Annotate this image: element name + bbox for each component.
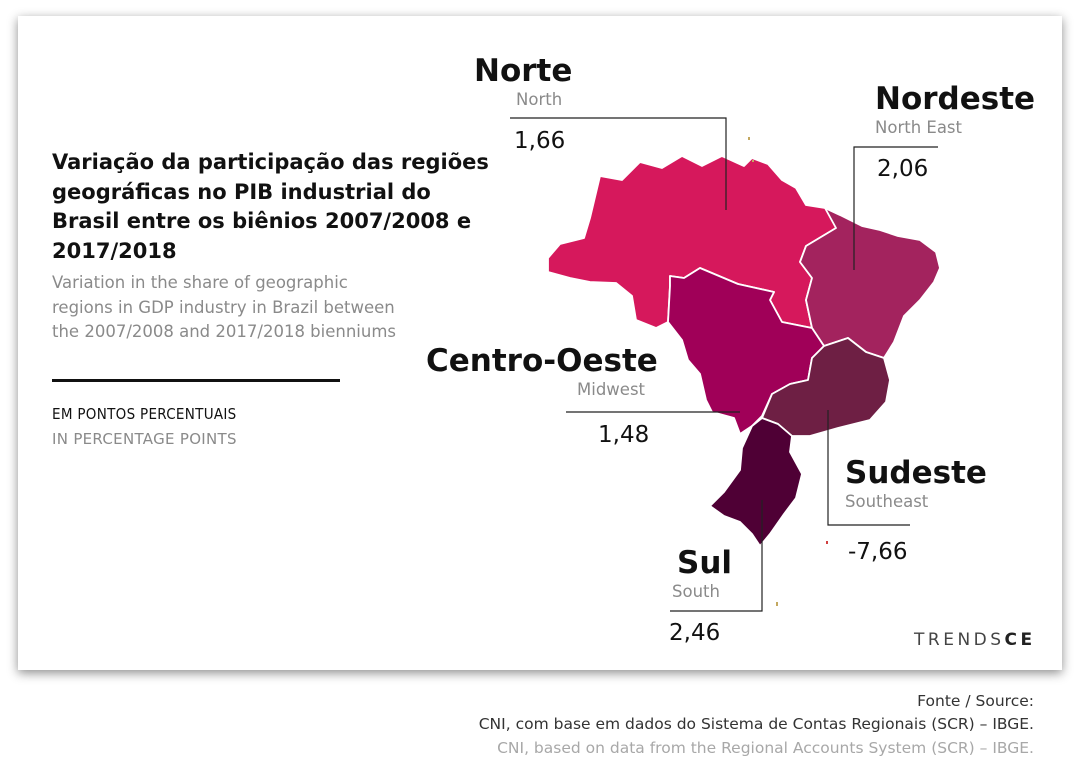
region-name-sul: Sul — [677, 545, 733, 581]
leader-line-nordeste — [853, 146, 938, 270]
region-name-nordeste: Nordeste — [875, 81, 1036, 117]
island-mark — [826, 541, 828, 544]
region-sul-shape — [709, 417, 803, 547]
brand-logo-prefix: TRENDS — [914, 630, 1005, 650]
region-nordeste-shape — [799, 207, 941, 359]
unit-label-pt: EM PONTOS PERCENTUAIS — [52, 405, 237, 423]
region-name-norte: Norte — [474, 53, 573, 89]
region-subtitle-sudeste: Southeast — [845, 492, 929, 511]
region-subtitle-sul: South — [672, 582, 720, 601]
region-value-sul: 2,46 — [669, 620, 721, 646]
region-value-centro-oeste: 1,48 — [598, 422, 650, 448]
brand-logo-suffix: CE — [1004, 630, 1036, 650]
region-subtitle-nordeste: North East — [875, 118, 962, 137]
region-subtitle-norte: North — [516, 90, 563, 109]
island-mark — [776, 602, 778, 606]
chart-title: Variação da participação das regiões geo… — [52, 150, 489, 263]
region-sudeste-shape — [761, 337, 891, 437]
region-name-sudeste: Sudeste — [845, 455, 987, 491]
unit-label-en: IN PERCENTAGE POINTS — [52, 430, 237, 448]
chart-subtitle: Variation in the share of geographic reg… — [52, 273, 397, 341]
leader-line-sudeste — [827, 410, 910, 526]
source-label: Fonte / Source: — [917, 692, 1034, 710]
divider — [52, 379, 340, 382]
source-text-pt: CNI, com base em dados do Sistema de Con… — [478, 715, 1034, 733]
leader-line-sul — [670, 500, 763, 612]
leader-line-norte — [510, 117, 727, 210]
region-subtitle-centro-oeste: Midwest — [577, 380, 646, 399]
brand-logo: TRENDSCE — [914, 630, 1036, 650]
source-text-en: CNI, based on data from the Regional Acc… — [497, 739, 1034, 757]
island-mark — [752, 160, 754, 162]
region-value-nordeste: 2,06 — [877, 156, 929, 182]
region-value-sudeste: -7,66 — [848, 539, 908, 565]
region-name-centro-oeste: Centro-Oeste — [426, 343, 658, 379]
island-mark — [748, 137, 750, 140]
region-value-norte: 1,66 — [514, 128, 566, 154]
